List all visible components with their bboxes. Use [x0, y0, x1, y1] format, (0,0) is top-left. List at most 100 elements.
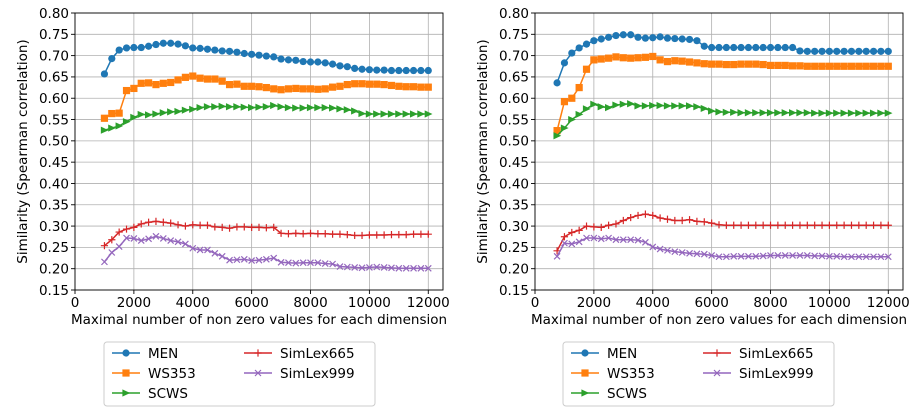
data-point [722, 253, 730, 261]
x-tick-label: 2000 [117, 295, 151, 311]
data-point [343, 231, 351, 239]
data-point [848, 253, 855, 261]
y-axis-label: Similarity (Spearman correlation) [475, 39, 491, 263]
data-point [575, 110, 584, 119]
data-point [189, 244, 197, 252]
data-point [781, 252, 789, 259]
data-point [174, 40, 182, 48]
legend-item-ws353: WS353 [571, 366, 655, 382]
legend-box [562, 341, 835, 407]
data-point [774, 61, 782, 70]
data-point [387, 110, 396, 118]
data-point [225, 47, 234, 55]
series-scws [100, 101, 433, 134]
data-point [306, 229, 315, 237]
data-point [811, 252, 819, 260]
legend: MEN WS353 SCWS SimLex665 SimLex999 [562, 341, 835, 407]
data-point [582, 105, 591, 113]
x-tick-label: 4000 [636, 295, 670, 311]
data-point [417, 83, 425, 91]
data-point [225, 103, 234, 111]
data-point [847, 109, 856, 117]
x-tick-label: 12000 [407, 295, 450, 311]
y-tick-label: 0.60 [39, 91, 69, 107]
data-point [130, 43, 138, 52]
data-point [803, 252, 811, 259]
data-point [560, 59, 569, 67]
data-point [715, 60, 723, 68]
data-point [766, 43, 775, 52]
data-point [766, 109, 775, 117]
data-point [597, 223, 605, 231]
chart-panel-1: 0 2000 4000 6000 8000 10000 12000 0.15 0.20 0.25 0… [15, 6, 450, 407]
data-point [409, 83, 418, 91]
data-point [715, 43, 723, 52]
data-point [582, 222, 591, 230]
data-point [108, 54, 116, 63]
data-point [159, 39, 167, 47]
data-point [575, 44, 583, 52]
legend-label: SimLex999 [739, 366, 814, 382]
data-point [693, 59, 701, 67]
data-point [365, 263, 373, 271]
data-point [167, 219, 175, 227]
plot-frame [74, 12, 444, 291]
y-tick-label: 0.35 [499, 198, 529, 214]
data-point [833, 47, 841, 55]
data-point [262, 255, 270, 263]
data-point [181, 73, 189, 81]
data-point [152, 80, 160, 89]
data-point [196, 221, 204, 229]
data-point [700, 104, 709, 113]
data-point [100, 126, 109, 134]
data-point [825, 221, 833, 229]
data-point [855, 221, 863, 229]
data-point [656, 56, 664, 64]
data-point [277, 55, 285, 63]
data-point [189, 105, 197, 113]
data-point [737, 252, 745, 260]
data-point [737, 60, 745, 68]
data-point [255, 83, 263, 91]
data-point [115, 243, 123, 250]
data-point [671, 57, 679, 65]
legend-marker [581, 389, 590, 397]
data-point [204, 246, 211, 254]
data-point [218, 223, 226, 231]
data-point [664, 246, 671, 254]
data-point [877, 109, 886, 117]
data-point [100, 242, 109, 250]
series-line [104, 104, 429, 131]
data-point [174, 221, 182, 229]
data-point [678, 216, 686, 225]
series-simlex665 [100, 217, 432, 250]
data-point [656, 33, 664, 41]
data-point [130, 223, 138, 231]
data-point [100, 114, 109, 122]
data-point [597, 35, 605, 43]
y-tick-label: 0.20 [39, 261, 69, 277]
data-point [270, 53, 278, 61]
data-point [115, 122, 124, 130]
data-point [619, 31, 627, 39]
y-tick-label: 0.75 [499, 27, 529, 43]
data-point [152, 232, 160, 240]
data-point [292, 229, 300, 237]
data-point [321, 85, 329, 93]
data-point [159, 109, 168, 117]
data-point [869, 109, 878, 117]
data-point [869, 221, 878, 229]
data-point [115, 228, 123, 236]
data-point [597, 235, 605, 243]
series-simlex999 [553, 234, 892, 261]
data-point [619, 100, 628, 108]
data-point [122, 118, 131, 126]
data-point [218, 102, 227, 110]
data-point [715, 221, 723, 229]
data-point [159, 218, 167, 226]
data-point [671, 216, 679, 225]
data-point [314, 104, 323, 112]
data-point [321, 260, 329, 268]
data-point [744, 60, 753, 68]
data-point [270, 254, 278, 262]
